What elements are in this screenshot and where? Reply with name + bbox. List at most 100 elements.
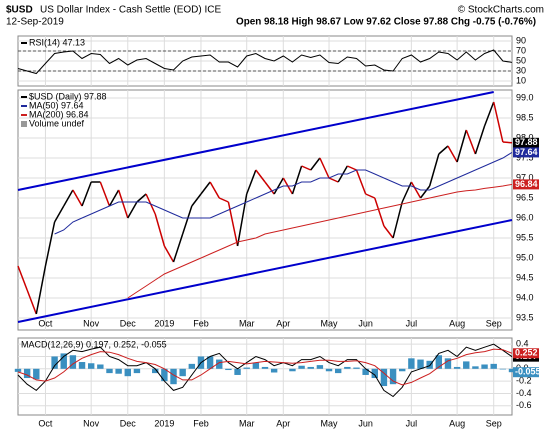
price-segment [117, 189, 129, 219]
price-segment [273, 177, 284, 195]
panel-frame [17, 337, 513, 416]
price-segment [72, 189, 83, 207]
price-segment [310, 157, 321, 171]
x-tick-label: Jul [406, 318, 418, 328]
price-segment [401, 181, 413, 203]
y-tick-label: 70 [516, 45, 526, 55]
y-tick-label: -0.6 [516, 400, 532, 410]
price-segment [200, 181, 211, 195]
price-segment [301, 165, 312, 171]
histogram-bar [307, 366, 314, 369]
price-segment [163, 245, 175, 263]
y-tick-label: 96.5 [516, 192, 534, 202]
x-tick-label: Nov [83, 318, 100, 328]
y-tick-label: 0.4 [516, 339, 529, 349]
histogram-bar [334, 368, 342, 374]
price-segment [355, 169, 367, 195]
histogram-bar [490, 363, 497, 369]
panel-frame [17, 89, 513, 331]
legend-swatch [21, 121, 27, 127]
histogram-bar [435, 355, 443, 369]
price-segment [474, 125, 486, 155]
x-tick-label: Oct [38, 418, 53, 428]
histogram-bar [408, 358, 415, 369]
histogram-bar [188, 363, 196, 369]
price-segment [374, 197, 385, 227]
ohlc: Open 98.18 High 98.67 Low 97.62 Close 97… [236, 17, 536, 28]
histogram-bar [106, 368, 113, 374]
y-tick-label: 94.0 [516, 292, 534, 302]
y-tick-label: 95.0 [516, 252, 534, 262]
trendline [17, 219, 513, 323]
histogram-bar [380, 368, 388, 387]
histogram-bar [124, 368, 131, 377]
histogram-bar [353, 367, 360, 369]
price-segment [410, 181, 422, 199]
histogram-bar [270, 368, 278, 373]
histogram-bar [289, 368, 296, 372]
price-segment [419, 185, 431, 199]
legend-entry: RSI(14) 47.13 [29, 37, 85, 47]
trendline [17, 91, 494, 191]
price-segment [456, 129, 467, 163]
price-segment [347, 165, 357, 171]
x-tick-label: Jul [406, 418, 418, 428]
histogram-bar [481, 364, 488, 369]
histogram-bar [152, 368, 159, 374]
price-segment [181, 205, 193, 235]
legend-entry: Volume undef [29, 118, 85, 128]
value-tag-label: 96.84 [515, 179, 538, 189]
series-line [54, 151, 513, 235]
price-segment [502, 141, 513, 144]
date: 12-Sep-2019 [6, 17, 64, 28]
value-tag [513, 137, 539, 148]
price-segment [44, 221, 56, 267]
series-line [17, 49, 513, 75]
value-tag [513, 348, 539, 359]
legend-entry: MA(50) 97.64 [29, 100, 84, 110]
x-tick-label: Oct [38, 318, 53, 328]
x-tick-label: Mar [239, 418, 255, 428]
y-tick-label: 93.5 [516, 312, 534, 322]
histogram-bar [399, 368, 406, 372]
price-segment [81, 181, 92, 207]
legend-entry: MACD(12,26,9) 0.197, 0.252, -0.055 [21, 339, 167, 349]
x-tick-label: Sep [486, 418, 502, 428]
histogram-bar [252, 362, 260, 369]
histogram-bar [133, 368, 141, 374]
histogram-bar [179, 368, 186, 377]
y-tick-label: 94.5 [516, 272, 534, 282]
y-tick-label: 97.0 [516, 172, 534, 182]
price-segment [136, 193, 147, 203]
histogram-bar [426, 360, 433, 369]
histogram-bar [87, 363, 95, 369]
x-tick-label: 2019 [154, 318, 174, 328]
histogram-bar [463, 361, 470, 369]
price-segment [246, 169, 257, 195]
histogram-bar [499, 368, 507, 370]
x-tick-label: May [321, 318, 339, 328]
y-tick-label: 95.5 [516, 232, 534, 242]
y-tick-label: 96.0 [516, 212, 534, 222]
x-tick-label: 2019 [154, 418, 174, 428]
price-segment [26, 289, 37, 315]
histogram-bar [97, 364, 104, 369]
price-segment [328, 177, 339, 183]
source: © StockCharts.com [458, 5, 544, 16]
price-segment [172, 233, 184, 263]
histogram-bar [371, 368, 378, 379]
histogram-bar [23, 368, 31, 379]
histogram-bar [316, 365, 324, 369]
x-tick-label: Jun [358, 418, 373, 428]
x-tick-label: Mar [239, 318, 255, 328]
value-tag-label: 0.252 [515, 348, 538, 358]
histogram-bar [225, 368, 232, 371]
price-segment [99, 181, 111, 207]
y-tick-label: -0.2 [516, 375, 532, 385]
value-tag-label: -0.055 [515, 367, 541, 377]
histogram-bar [389, 368, 397, 385]
y-tick-label: 30 [516, 65, 526, 75]
histogram-bar [453, 366, 461, 369]
price-segment [53, 205, 65, 223]
